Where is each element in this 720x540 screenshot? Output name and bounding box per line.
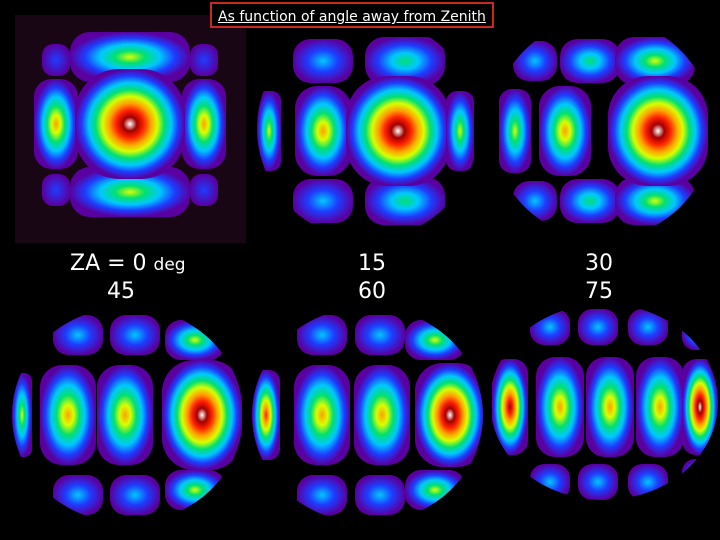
beam-lobe: [513, 41, 557, 81]
beam-lobe: [499, 89, 531, 173]
beam-lobe: [636, 357, 684, 457]
beam-lobe: [40, 365, 96, 465]
beam-lobe: [346, 76, 450, 186]
beam-lobe: [297, 315, 347, 355]
beam-lobe: [110, 475, 160, 515]
beam-lobe: [354, 365, 410, 465]
figure-title: As function of angle away from Zenith: [210, 2, 494, 28]
beam-pattern-svg: [499, 37, 708, 225]
beam-lobe: [355, 315, 405, 355]
beam-lobe: [70, 167, 190, 217]
beam-lobe: [34, 79, 78, 169]
beam-lobe: [42, 174, 70, 206]
beam-lobe: [182, 79, 226, 169]
beam-lobe: [539, 86, 591, 176]
beam-lobe: [355, 475, 405, 515]
label-za-0: ZA = 0 deg: [70, 250, 186, 279]
beam-lobe: [295, 86, 351, 176]
beam-lobe: [165, 470, 225, 510]
beam-lobe: [293, 39, 353, 83]
beam-lobe: [190, 44, 218, 76]
beam-lobe: [97, 365, 153, 465]
beam-lobe: [42, 44, 70, 76]
beam-lobe: [162, 360, 242, 470]
beam-pattern-za-60: [250, 305, 485, 525]
beam-lobe: [53, 475, 103, 515]
beam-lobe: [405, 320, 465, 360]
label-za-30: 30: [585, 251, 613, 276]
beam-lobe: [190, 174, 218, 206]
label-za-45: 45: [107, 279, 135, 304]
beam-lobe: [560, 39, 620, 83]
beam-pattern-svg: [12, 315, 242, 515]
beam-lobe: [615, 37, 695, 85]
beam-lobe: [682, 314, 714, 350]
beam-lobe: [365, 177, 445, 225]
beam-pattern-svg: [252, 315, 483, 515]
label-za-15: 15: [358, 251, 386, 276]
label-za-0-value: ZA = 0: [70, 251, 147, 276]
beam-pattern-za-45: [10, 305, 245, 525]
beam-pattern-za-30: [490, 16, 715, 241]
beam-lobe: [492, 359, 528, 455]
beam-lobe: [405, 470, 465, 510]
beam-lobe: [165, 320, 225, 360]
beam-lobe: [12, 373, 32, 457]
beam-lobe: [293, 179, 353, 223]
beam-lobe: [578, 309, 618, 345]
beam-pattern-za-0: [18, 12, 243, 237]
label-za-60: 60: [358, 279, 386, 304]
beam-lobe: [560, 179, 620, 223]
beam-lobe: [415, 363, 483, 467]
beam-lobe: [70, 32, 190, 82]
beam-lobe: [628, 309, 668, 345]
beam-lobe: [53, 315, 103, 355]
beam-lobe: [530, 464, 570, 500]
beam-lobe: [252, 370, 280, 460]
beam-lobe: [578, 464, 618, 500]
beam-lobe: [536, 357, 584, 457]
beam-pattern-za-75: [488, 302, 720, 502]
beam-lobe: [257, 91, 281, 171]
beam-pattern-svg: [492, 309, 718, 500]
beam-pattern-za-15: [255, 16, 480, 241]
beam-lobe: [294, 365, 350, 465]
beam-lobe: [110, 315, 160, 355]
beam-lobe: [682, 359, 718, 455]
beam-lobe: [586, 357, 634, 457]
beam-lobe: [682, 459, 714, 495]
beam-lobe: [530, 309, 570, 345]
beam-lobe: [446, 91, 474, 171]
label-za-75: 75: [585, 279, 613, 304]
beam-pattern-svg: [34, 32, 226, 217]
beam-lobe: [75, 69, 185, 179]
beam-lobe: [365, 37, 445, 85]
beam-lobe: [628, 464, 668, 500]
label-deg-unit: deg: [153, 255, 186, 275]
beam-pattern-svg: [257, 37, 474, 225]
beam-lobe: [513, 181, 557, 221]
beam-lobe: [297, 475, 347, 515]
beam-lobe: [608, 76, 708, 186]
